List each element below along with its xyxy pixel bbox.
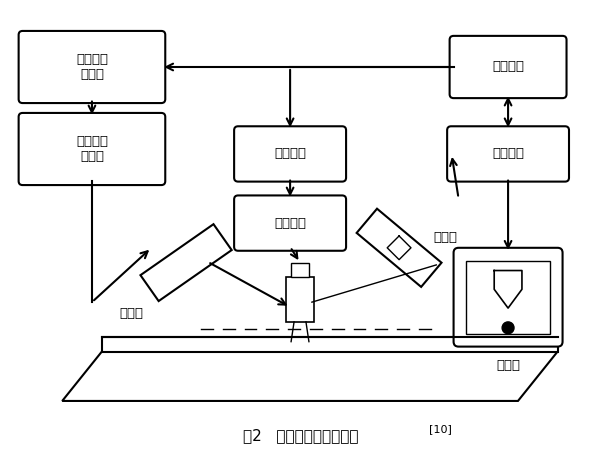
Bar	[291, 263, 309, 277]
Text: 接口电路: 接口电路	[274, 147, 306, 161]
Polygon shape	[494, 270, 522, 308]
FancyBboxPatch shape	[453, 248, 562, 347]
Text: 焊接电源: 焊接电源	[274, 217, 306, 230]
Text: 摄像机: 摄像机	[434, 232, 458, 244]
FancyBboxPatch shape	[234, 126, 346, 181]
Text: 激光器: 激光器	[120, 307, 144, 320]
Bar	[467, 261, 550, 334]
Text: 帧捕捉器: 帧捕捉器	[492, 147, 524, 161]
Text: 监视器: 监视器	[496, 359, 520, 372]
FancyBboxPatch shape	[234, 195, 346, 251]
FancyBboxPatch shape	[19, 31, 166, 103]
Text: 三轴运动
控制器: 三轴运动 控制器	[76, 135, 108, 163]
FancyBboxPatch shape	[19, 113, 166, 185]
Text: 个人电脑: 个人电脑	[492, 61, 524, 74]
FancyBboxPatch shape	[450, 36, 566, 98]
Polygon shape	[387, 236, 411, 260]
Bar	[286, 277, 314, 322]
Text: 图2   主动式视觉传感系统: 图2 主动式视觉传感系统	[243, 428, 359, 443]
Text: 三轴运动
控制卡: 三轴运动 控制卡	[76, 53, 108, 81]
Polygon shape	[62, 351, 557, 401]
Polygon shape	[102, 337, 557, 351]
Circle shape	[502, 322, 514, 334]
FancyBboxPatch shape	[447, 126, 569, 181]
Polygon shape	[140, 224, 232, 301]
Polygon shape	[356, 209, 441, 287]
Text: [10]: [10]	[429, 424, 452, 434]
